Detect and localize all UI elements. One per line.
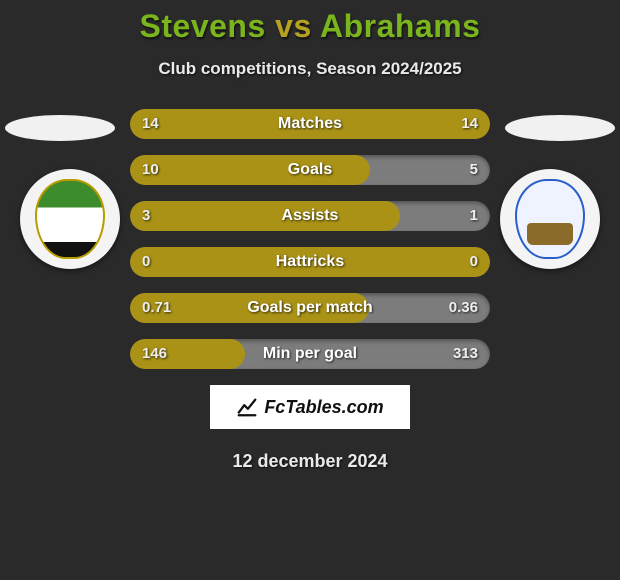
stat-row: 146313Min per goal bbox=[130, 339, 490, 369]
page-title: Stevens vs Abrahams bbox=[0, 8, 620, 45]
stat-label: Goals bbox=[130, 155, 490, 185]
stat-row: 0.710.36Goals per match bbox=[130, 293, 490, 323]
stat-label: Matches bbox=[130, 109, 490, 139]
branding-badge: FcTables.com bbox=[210, 385, 410, 429]
stat-label: Goals per match bbox=[130, 293, 490, 323]
stat-row: 31Assists bbox=[130, 201, 490, 231]
player-right-platform bbox=[505, 115, 615, 141]
stat-label: Assists bbox=[130, 201, 490, 231]
chart-icon bbox=[236, 396, 258, 418]
club-crest-left-badge bbox=[35, 179, 105, 259]
title-vs: vs bbox=[275, 8, 312, 44]
club-crest-right-badge bbox=[515, 179, 585, 259]
subtitle: Club competitions, Season 2024/2025 bbox=[0, 59, 620, 79]
club-crest-left bbox=[20, 169, 120, 269]
branding-text: FcTables.com bbox=[264, 397, 383, 418]
stat-row: 1414Matches bbox=[130, 109, 490, 139]
player-left-platform bbox=[5, 115, 115, 141]
stat-row: 00Hattricks bbox=[130, 247, 490, 277]
stat-row: 105Goals bbox=[130, 155, 490, 185]
comparison-infographic: Stevens vs Abrahams Club competitions, S… bbox=[0, 0, 620, 472]
stats-stage: 1414Matches 105Goals 31Assists 00Hattricks 0… bbox=[0, 109, 620, 472]
stat-label: Min per goal bbox=[130, 339, 490, 369]
stat-label: Hattricks bbox=[130, 247, 490, 277]
player-left-name: Stevens bbox=[140, 8, 266, 44]
stats-rows: 1414Matches 105Goals 31Assists 00Hattricks 0… bbox=[130, 109, 490, 369]
club-crest-right bbox=[500, 169, 600, 269]
player-right-name: Abrahams bbox=[320, 8, 481, 44]
date-text: 12 december 2024 bbox=[0, 451, 620, 472]
